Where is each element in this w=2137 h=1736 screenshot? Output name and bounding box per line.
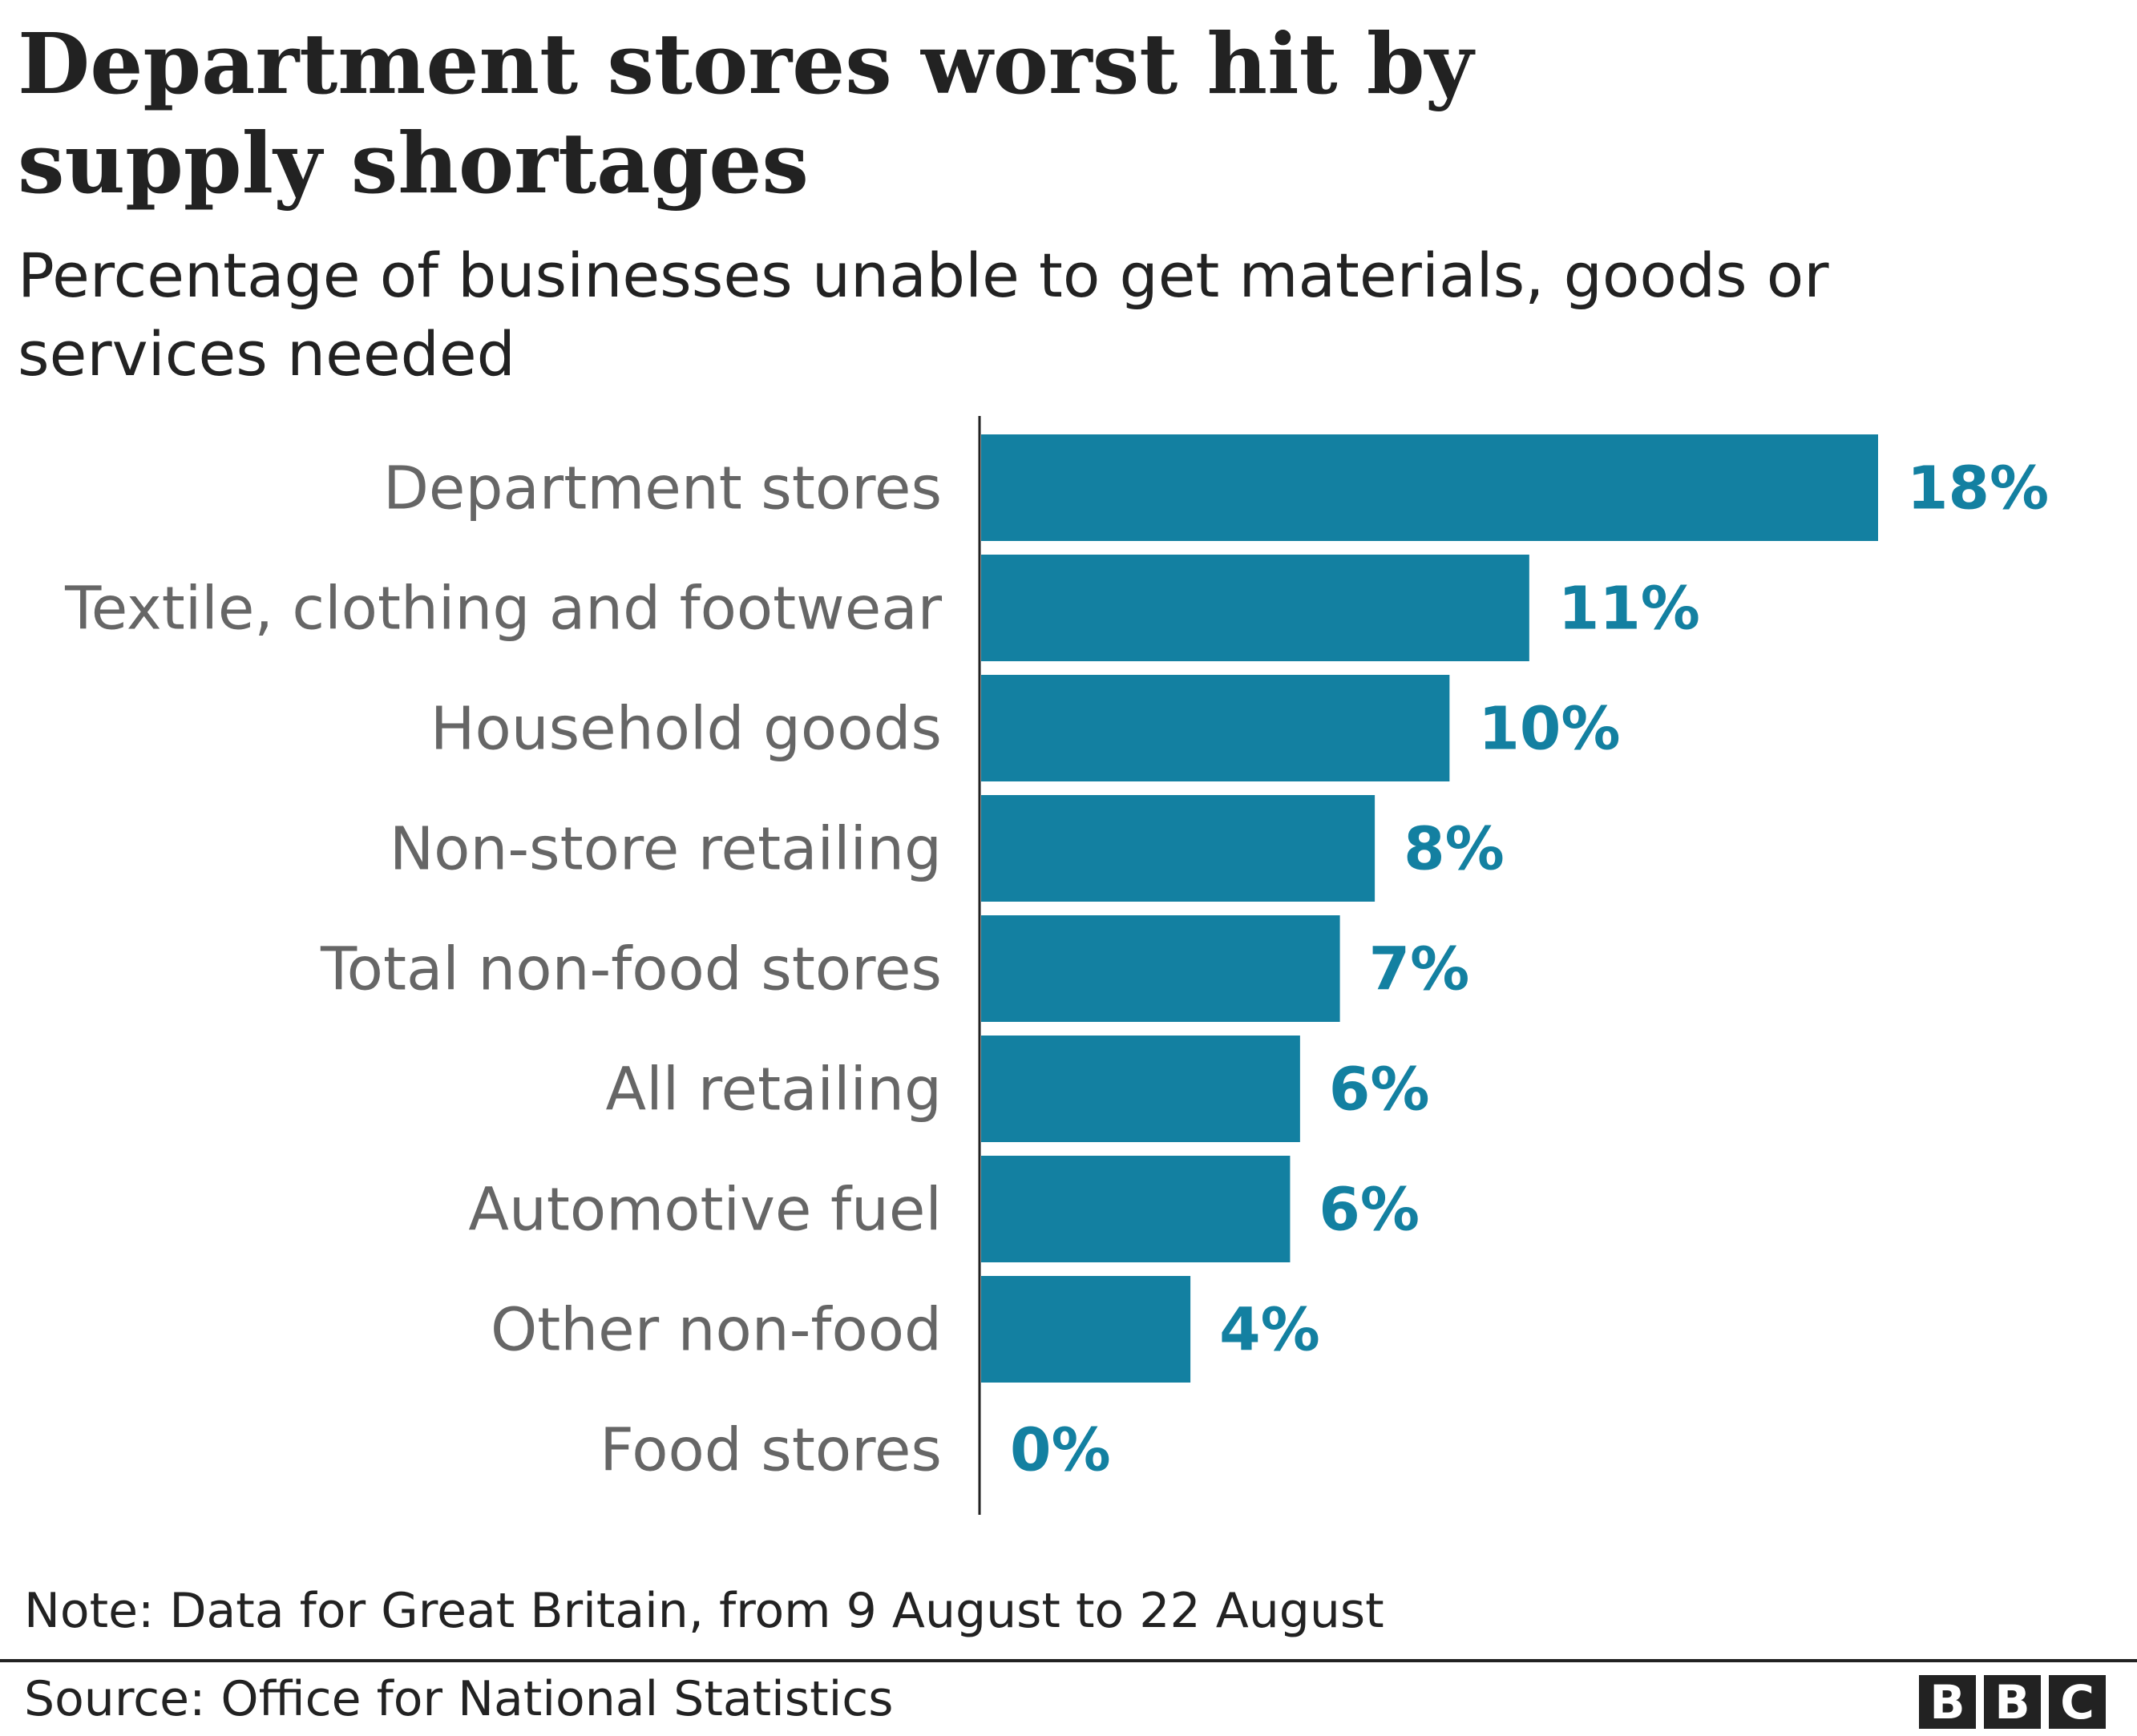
value-label: 18%	[1907, 454, 2049, 523]
category-label: Non-store retailing	[390, 815, 942, 884]
category-label: Department stores	[383, 454, 942, 523]
category-label: All retailing	[605, 1056, 942, 1124]
bar	[981, 1156, 1291, 1262]
chart-source: Source: Office for National Statistics	[24, 1671, 894, 1727]
bar	[981, 555, 1529, 661]
chart-note: Note: Data for Great Britain, from 9 Aug…	[24, 1583, 1384, 1639]
logo-letter: B	[1984, 1675, 2041, 1730]
category-label: Textile, clothing and footwear	[64, 575, 942, 644]
bar	[981, 1276, 1191, 1383]
value-label: 0%	[1010, 1416, 1111, 1485]
bar	[981, 1036, 1300, 1142]
bbc-logo: B B C	[1919, 1675, 2106, 1730]
footer-divider	[0, 1659, 2137, 1662]
value-label: 6%	[1329, 1056, 1430, 1124]
value-label: 10%	[1478, 695, 1620, 764]
bar	[981, 434, 1878, 541]
bar	[981, 675, 1450, 781]
value-label: 6%	[1319, 1176, 1420, 1245]
category-label: Household goods	[430, 695, 942, 764]
chart-title: Department stores worst hit by supply sh…	[18, 14, 1474, 212]
chart-subtitle: Percentage of businesses unable to get m…	[18, 240, 1829, 390]
category-label: Other non-food	[491, 1296, 942, 1365]
bar	[981, 915, 1340, 1022]
value-label: 8%	[1404, 815, 1505, 884]
category-label: Food stores	[600, 1416, 942, 1485]
category-label: Total non-food stores	[320, 935, 942, 1004]
logo-letter: C	[2049, 1675, 2106, 1730]
category-label: Automotive fuel	[468, 1176, 942, 1245]
value-label: 7%	[1369, 935, 1470, 1004]
value-label: 4%	[1219, 1296, 1320, 1365]
bar	[981, 795, 1376, 902]
logo-letter: B	[1919, 1675, 1976, 1730]
value-label: 11%	[1558, 575, 1700, 644]
